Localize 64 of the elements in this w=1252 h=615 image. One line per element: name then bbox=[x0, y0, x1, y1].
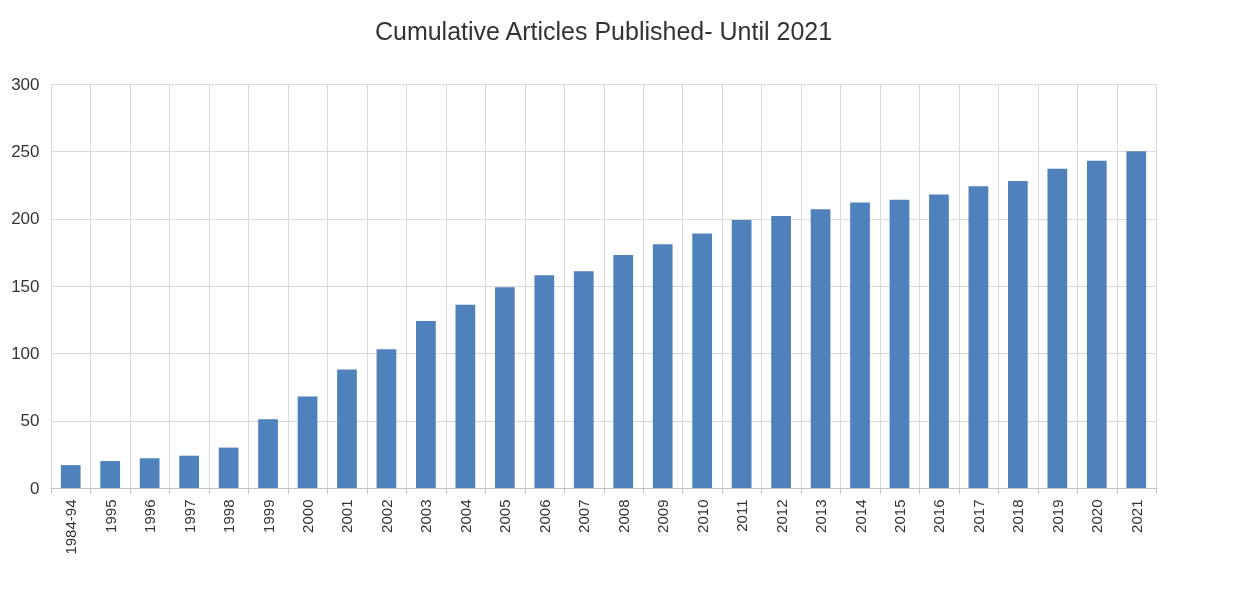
y-tick-label: 250 bbox=[11, 141, 40, 161]
bar bbox=[731, 220, 752, 488]
bar bbox=[1008, 180, 1028, 488]
x-tick-label: 2003 bbox=[417, 499, 435, 533]
x-tick-label: 1999 bbox=[259, 499, 277, 533]
bar bbox=[337, 369, 357, 488]
x-tick-label: 2016 bbox=[930, 499, 948, 533]
x-tick-label: 2018 bbox=[1009, 499, 1027, 533]
y-tick-label: 150 bbox=[11, 276, 40, 296]
bar bbox=[1086, 160, 1107, 488]
x-tick-label: 2020 bbox=[1088, 499, 1106, 533]
bar bbox=[179, 455, 199, 488]
bar bbox=[810, 209, 831, 488]
x-tick-label: 2000 bbox=[299, 499, 317, 533]
x-tick-label: 2005 bbox=[496, 499, 514, 533]
bar bbox=[692, 233, 713, 488]
x-tick-label: 1996 bbox=[141, 499, 159, 533]
bar bbox=[139, 458, 160, 488]
bar bbox=[416, 321, 436, 488]
bar bbox=[968, 186, 989, 488]
bar bbox=[889, 199, 910, 488]
bar bbox=[1126, 151, 1147, 488]
x-tick-label: 2006 bbox=[535, 499, 553, 533]
bar bbox=[60, 465, 81, 488]
x-tick-label: 2015 bbox=[890, 499, 908, 533]
x-tick-label: 2012 bbox=[772, 499, 790, 533]
y-tick-label: 100 bbox=[11, 343, 40, 363]
chart-title: Cumulative Articles Published- Until 2021 bbox=[374, 17, 833, 45]
bar bbox=[613, 255, 634, 488]
x-tick-label: 2011 bbox=[733, 499, 751, 532]
x-tick-label: 2002 bbox=[377, 499, 395, 533]
x-tick-label: 2008 bbox=[614, 499, 632, 533]
bar bbox=[218, 447, 239, 488]
bar bbox=[258, 419, 278, 488]
bar bbox=[455, 304, 476, 488]
bar bbox=[494, 287, 515, 488]
bar bbox=[771, 215, 791, 488]
bar bbox=[652, 244, 673, 488]
bar bbox=[850, 202, 870, 488]
bar bbox=[534, 275, 555, 488]
x-tick-label: 2014 bbox=[851, 499, 869, 533]
x-tick-label: 2001 bbox=[338, 499, 356, 533]
x-tick-label: 2019 bbox=[1048, 499, 1066, 533]
x-tick-label: 2021 bbox=[1127, 499, 1145, 533]
x-tick-label: 2007 bbox=[575, 499, 593, 533]
y-tick-label: 300 bbox=[11, 74, 40, 94]
y-tick-label: 50 bbox=[20, 411, 40, 431]
x-tick-label: 2004 bbox=[456, 499, 474, 533]
x-tick-label: 1997 bbox=[180, 499, 198, 533]
x-tick-label: 2017 bbox=[969, 499, 987, 533]
x-tick-label: 1995 bbox=[101, 499, 119, 533]
bar bbox=[376, 349, 397, 488]
y-tick-label: 200 bbox=[11, 209, 40, 229]
bar bbox=[573, 271, 594, 488]
x-tick-label: 2009 bbox=[654, 499, 672, 533]
bar bbox=[1047, 168, 1068, 488]
x-tick-label: 2013 bbox=[812, 499, 830, 533]
bar bbox=[297, 396, 318, 488]
bar bbox=[100, 461, 121, 488]
y-tick-label: 0 bbox=[30, 478, 40, 498]
x-tick-label: 2010 bbox=[693, 499, 711, 533]
x-tick-label: 1998 bbox=[220, 499, 238, 533]
bar bbox=[929, 194, 949, 488]
x-tick-label: 1984-94 bbox=[62, 499, 80, 555]
